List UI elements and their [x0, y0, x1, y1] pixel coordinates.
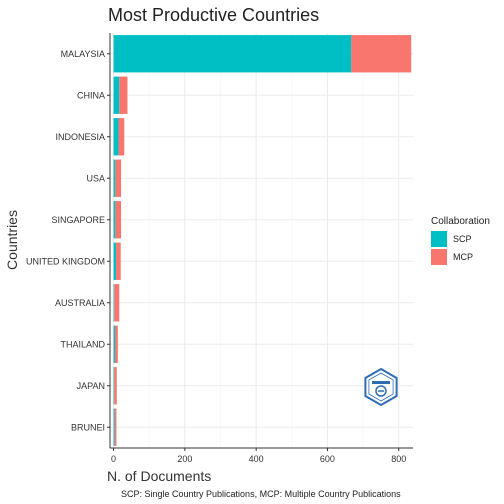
- x-tick-label: 0: [111, 454, 116, 464]
- bar-scp-singapore: [113, 201, 116, 239]
- y-tick-label: BRUNEI: [71, 422, 105, 432]
- y-tick-label: UNITED KINGDOM: [26, 256, 105, 266]
- bibliometrix-logo: [364, 367, 398, 407]
- bar-mcp-china: [119, 76, 128, 114]
- y-tick-label: JAPAN: [77, 381, 105, 391]
- bar-mcp-thailand: [114, 325, 118, 363]
- y-axis-title: Countries: [4, 210, 20, 270]
- y-tick-label: SINGAPORE: [51, 215, 105, 225]
- bar-scp-australia: [113, 284, 115, 322]
- bar-mcp-usa: [115, 159, 122, 197]
- bar-scp-japan: [113, 367, 115, 405]
- y-tick-label: CHINA: [77, 90, 105, 100]
- bar-mcp-australia: [114, 284, 120, 322]
- y-tick-label: AUSTRALIA: [55, 298, 105, 308]
- bar-scp-malaysia: [113, 35, 352, 73]
- y-axis: MALAYSIA CHINA INDONESIA USA SINGAPORE UNITED…: [26, 33, 111, 448]
- legend-label-mcp: MCP: [453, 252, 473, 262]
- bars: [113, 35, 412, 446]
- bar-mcp-malaysia: [351, 35, 412, 73]
- bar-scp-united-kingdom: [113, 242, 117, 280]
- bar-scp-thailand: [113, 325, 115, 363]
- chart-caption: SCP: Single Country Publications, MCP: M…: [121, 489, 401, 499]
- bar-scp-indonesia: [113, 118, 119, 156]
- bar-mcp-indonesia: [118, 118, 125, 156]
- bar-mcp-brunei: [114, 408, 117, 446]
- bar-mcp-singapore: [115, 201, 122, 239]
- logo-hexagon: [364, 367, 398, 407]
- y-tick-label: THAILAND: [60, 339, 105, 349]
- legend-key-scp: [431, 231, 447, 247]
- x-tick-label: 200: [177, 454, 192, 464]
- bar-mcp-united-kingdom: [116, 242, 121, 280]
- x-axis: 0 200 400 600 800: [110, 447, 413, 464]
- logo-inner-hexagon: [368, 372, 394, 402]
- y-tick-label: USA: [86, 173, 105, 183]
- bar-scp-usa: [113, 159, 116, 197]
- legend-label-scp: SCP: [453, 234, 472, 244]
- bar-mcp-japan: [114, 367, 117, 405]
- bar-scp-brunei: [113, 408, 115, 446]
- logo-circle: [375, 385, 387, 397]
- y-tick-label: INDONESIA: [55, 132, 105, 142]
- legend-key-mcp: [431, 249, 447, 265]
- legend: Collaboration SCP MCP: [431, 216, 490, 265]
- x-tick-label: 800: [391, 454, 406, 464]
- y-tick-label: MALAYSIA: [61, 49, 105, 59]
- chart-title: Most Productive Countries: [108, 5, 319, 25]
- x-tick-label: 400: [249, 454, 264, 464]
- x-tick-label: 600: [320, 454, 335, 464]
- legend-title: Collaboration: [431, 216, 490, 227]
- bar-scp-china: [113, 76, 120, 114]
- x-axis-title: N. of Documents: [107, 468, 211, 484]
- logo-band: [372, 381, 390, 384]
